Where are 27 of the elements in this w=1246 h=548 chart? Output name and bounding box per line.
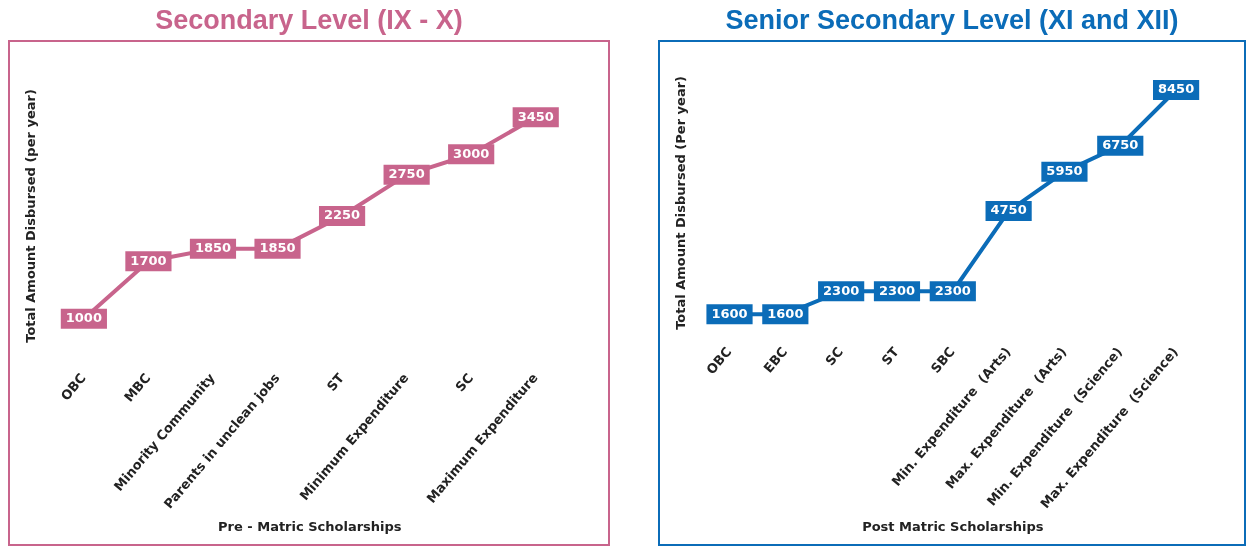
data-label: 1850 — [259, 240, 296, 256]
data-label: 3000 — [453, 145, 490, 161]
chart-title: Senior Secondary Level (XI and XII) — [724, 4, 1180, 37]
data-label: 2750 — [388, 166, 425, 182]
data-label: 3450 — [517, 108, 554, 124]
data-label: 1850 — [194, 240, 232, 256]
y-axis-title: Total Amount Disbursed (Per year) — [673, 75, 689, 330]
data-label: 5950 — [1046, 163, 1083, 179]
data-label: 8450 — [1158, 81, 1195, 97]
x-tick-label: ST — [323, 370, 348, 394]
data-label: 1700 — [130, 252, 167, 268]
x-tick-label: ST — [878, 344, 902, 368]
data-label: 2300 — [934, 282, 971, 298]
y-axis-title: Total Amount Disbursed (per year) — [23, 89, 39, 343]
data-label: 1600 — [767, 305, 804, 321]
data-label: 1600 — [711, 305, 748, 321]
data-label: 2300 — [878, 282, 916, 298]
data-label: 6750 — [1102, 137, 1139, 152]
data-label: 2300 — [823, 282, 860, 298]
x-tick-label: SC — [822, 344, 847, 369]
x-tick-label: SC — [452, 370, 477, 395]
data-label: 1000 — [65, 310, 102, 326]
chart-title: Secondary Level (IX - X) — [154, 4, 464, 37]
x-axis-title: Post Matric Scholarships — [862, 518, 1044, 534]
data-label: 4750 — [990, 202, 1027, 218]
data-label: 2250 — [323, 207, 361, 223]
x-axis-title: Pre - Matric Scholarships — [217, 518, 402, 534]
